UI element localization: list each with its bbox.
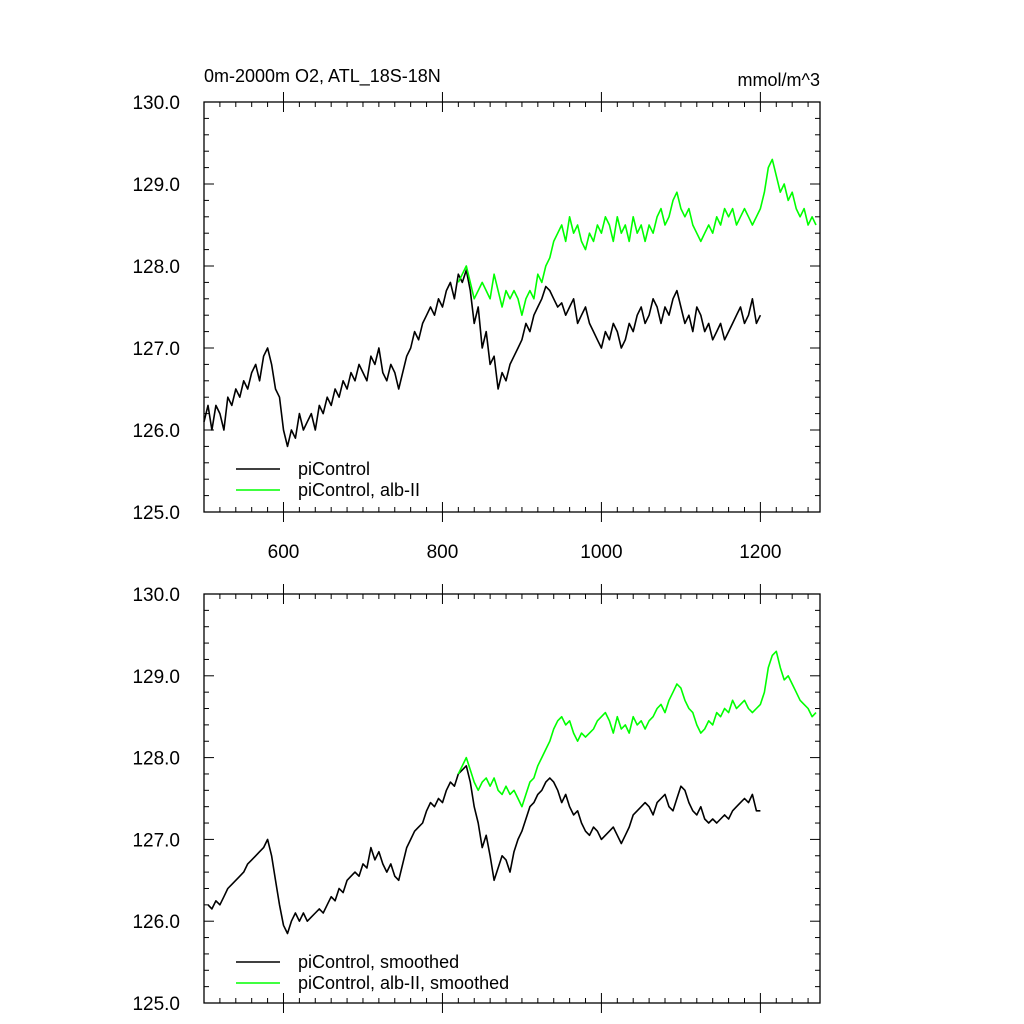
legend-label: piControl, alb-II, smoothed	[298, 973, 509, 993]
x-tick-label: 600	[268, 542, 300, 563]
y-tick-label: 125.0	[132, 503, 180, 524]
plot-frame	[203, 101, 821, 513]
series-line	[457, 650, 817, 808]
series-line	[203, 269, 762, 448]
legend-label: piControl, alb-II	[298, 480, 420, 500]
units-label: mmol/m^3	[738, 70, 820, 90]
chart-title: 0m-2000m O2, ATL_18S-18N	[204, 66, 441, 87]
y-tick-label: 129.0	[132, 175, 180, 196]
y-tick-label: 126.0	[132, 421, 180, 442]
x-tick-label: 1200	[739, 542, 781, 563]
y-tick-label: 127.0	[132, 339, 180, 360]
series-line	[207, 764, 761, 935]
bottom-panel-axes: 125.0 126.0 127.0 128.0 129.0 130.0	[132, 584, 821, 1015]
top-panel-axes: 125.0 126.0 127.0 128.0 129.0 130.0 600 800 1000…	[132, 92, 821, 563]
y-tick-label: 125.0	[132, 994, 180, 1015]
top-panel: 0m-2000m O2, ATL_18S-18N mmol/m^3 125.01…	[132, 66, 821, 563]
y-tick-label: 128.0	[132, 257, 180, 278]
x-tick-label: 1000	[580, 542, 622, 563]
y-tick-label: 128.0	[132, 749, 180, 770]
x-tick-label: 800	[427, 542, 459, 563]
y-tick-label: 130.0	[132, 93, 180, 114]
top-panel-series	[203, 158, 817, 448]
bottom-panel-series	[207, 650, 817, 935]
series-line	[457, 158, 817, 317]
y-tick-label: 126.0	[132, 912, 180, 933]
y-tick-label: 130.0	[132, 585, 180, 606]
plot-frame	[203, 593, 821, 1004]
legend-label: piControl	[298, 459, 370, 479]
y-tick-label: 127.0	[132, 830, 180, 851]
y-tick-label: 129.0	[132, 667, 180, 688]
legend-label: piControl, smoothed	[298, 952, 459, 972]
bottom-panel: 125.0 126.0 127.0 128.0 129.0 130.0 piControl…	[132, 584, 821, 1015]
